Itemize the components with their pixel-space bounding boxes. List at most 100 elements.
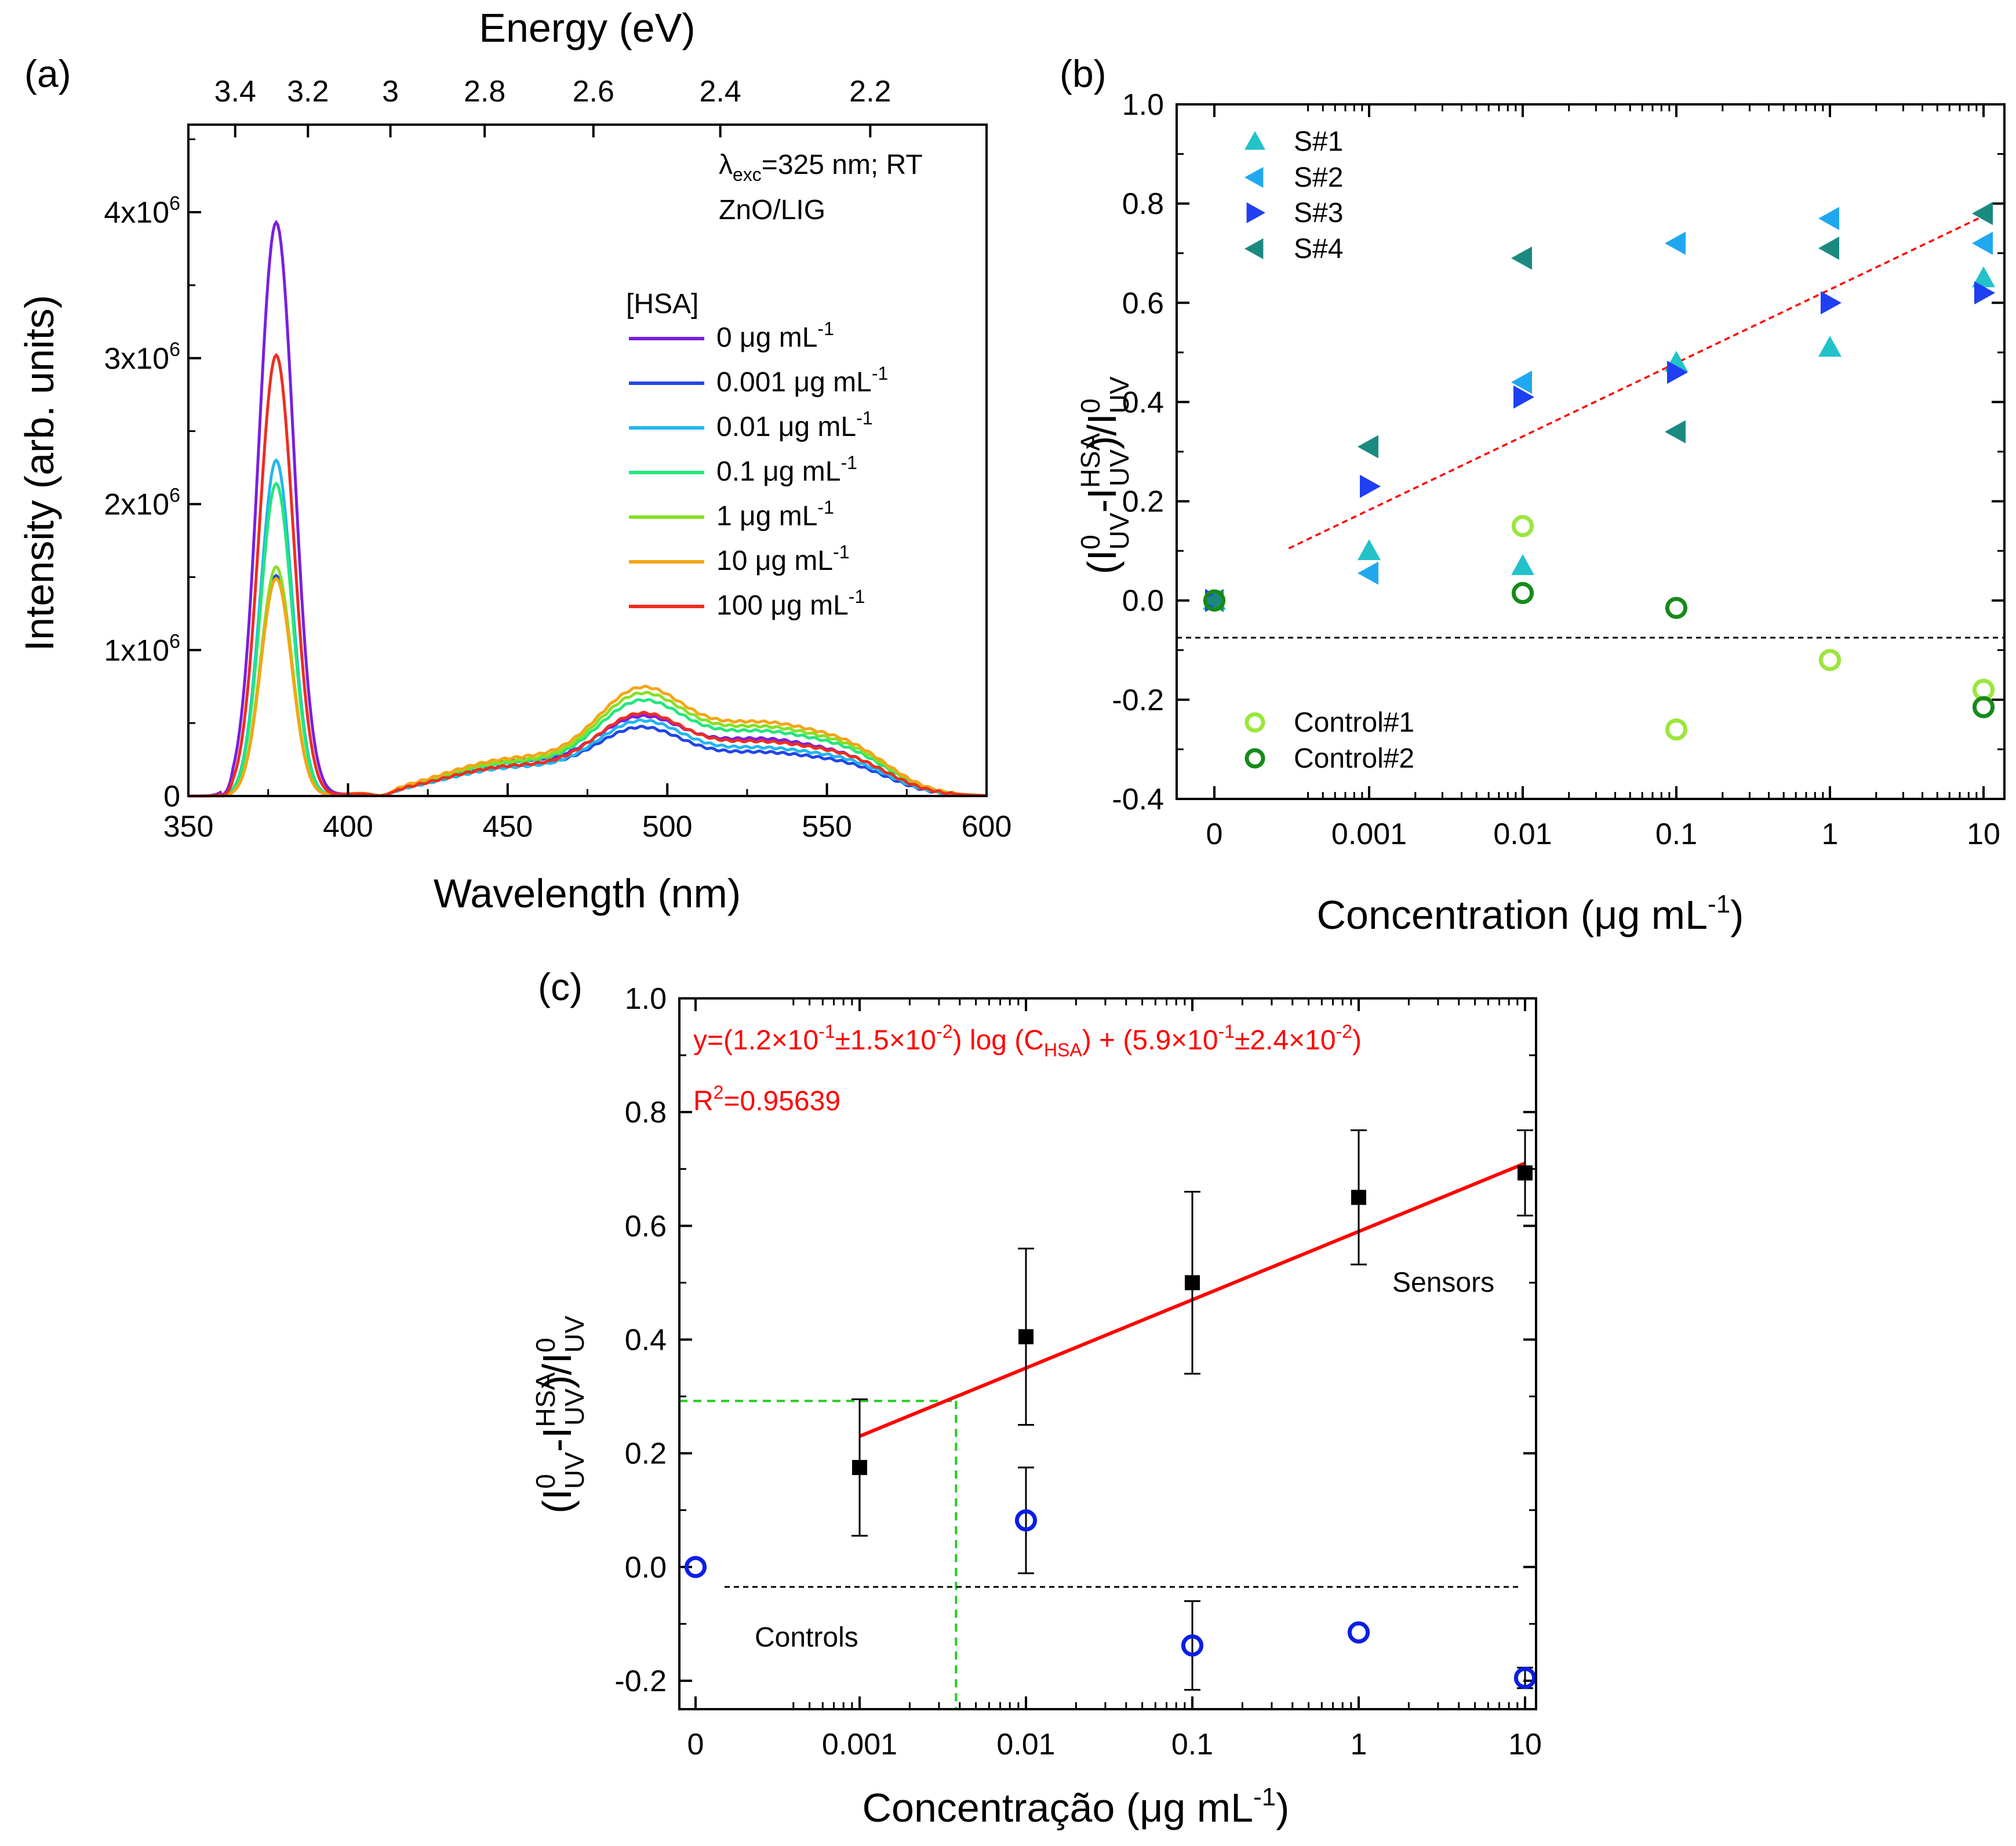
panel-b-point — [1665, 597, 1688, 619]
panel-b-x-tick-label: 10 — [1967, 817, 2000, 851]
panel-c-y-axis-title: (I0UV-IHSAUV)/I0UV — [530, 1316, 589, 1514]
panel-a-y-tick-label: 4x106 — [104, 192, 180, 230]
panel-b: (b) Concentration (μg mL-1) (I0UV-IHSAUV… — [1060, 52, 2006, 937]
panel-b-point — [1203, 589, 1226, 612]
panel-c-control-point — [1181, 1634, 1204, 1657]
panel-b-point — [1511, 246, 1532, 270]
panel-a-legend-label: 10 μg mL-1 — [716, 542, 850, 576]
panel-a-x-tick-label: 600 — [962, 810, 1012, 844]
panel-c-x-axis-title: Concentração (μg mL-1) — [863, 1783, 1290, 1830]
panel-b-point — [1360, 474, 1381, 498]
panel-a-legend-label: 0.01 μg mL-1 — [716, 408, 873, 442]
panel-a-legend-label: 0 μg mL-1 — [716, 318, 834, 353]
panel-b-legend-label: S#3 — [1294, 198, 1343, 228]
panel-b-point — [1818, 206, 1839, 230]
panel-b-y-tick-label: -0.2 — [1112, 684, 1164, 717]
panel-b-y-tick-label: -0.4 — [1112, 783, 1164, 816]
panel-a-top-axis-title: Energy (eV) — [479, 5, 695, 50]
panel-c-fit-equation: y=(1.2×10-1±1.5×10-2) log (CHSA) + (5.9×… — [693, 1021, 1362, 1060]
panel-c-sensor-point — [1018, 1329, 1034, 1344]
panel-a-x-axis-title: Wavelength (nm) — [434, 871, 741, 916]
panel-a-top-tick-label: 3.4 — [214, 75, 256, 108]
panel-b-x-tick-label: 0.1 — [1655, 817, 1697, 851]
panel-c-markers — [684, 1129, 1537, 1691]
panel-b-legend-label: Control#2 — [1294, 743, 1414, 774]
panel-a-sample-annotation: ZnO/LIG — [719, 195, 825, 226]
panel-b-point — [1358, 435, 1378, 459]
panel-b-point — [1511, 370, 1532, 394]
panel-b-legend: S#1 S#2 S#3 S#4 Control#1 Control#2 — [1244, 126, 1414, 774]
panel-a-ticks: 350 400 450 500 550 600 0 1x106 2x106 3x106 4x106 3… — [104, 75, 1011, 844]
panel-c-sensor-point — [1185, 1275, 1200, 1291]
panel-b-lines — [1177, 215, 2004, 639]
panel-b-point — [1513, 385, 1534, 409]
panel-c-controls-label: Controls — [755, 1622, 858, 1653]
panel-a-curves — [188, 220, 987, 798]
panel-a-legend-label: 0.001 μg mL-1 — [716, 363, 888, 398]
panel-a-curve — [188, 576, 987, 798]
panel-b-plot-frame — [1176, 103, 2006, 800]
panel-c-y-tick-label: 0.8 — [625, 1096, 667, 1129]
panel-c-sensor-point — [1518, 1165, 1533, 1181]
panel-c-x-tick-label: 10 — [1508, 1728, 1542, 1761]
panel-b-fit-line — [1288, 215, 1984, 550]
panel-c: (c) Concentração (μg mL-1) (I0UV-IHSAUV)… — [530, 965, 1542, 1830]
panel-b-y-axis-title: (I0UV-IHSAUV)/I0UV — [1075, 376, 1134, 575]
panel-b-x-axis-title: Concentration (μg mL-1) — [1317, 890, 1744, 937]
panel-c-label: (c) — [538, 965, 583, 1008]
panel-a-top-tick-label: 2.4 — [699, 75, 741, 108]
panel-b-legend-marker — [1244, 131, 1265, 150]
panel-b-x-tick-label: 0 — [1206, 817, 1223, 851]
panel-a-legend-title: [HSA] — [626, 289, 698, 319]
panel-a-x-tick-label: 400 — [323, 810, 373, 844]
panel-a-x-tick-label: 450 — [482, 810, 533, 844]
panel-a-y-tick-label: 2x106 — [104, 485, 180, 522]
panel-b-x-tick-label: 0.001 — [1331, 817, 1407, 851]
panel-b-legend-marker — [1244, 712, 1265, 733]
panel-b-point — [1665, 420, 1686, 444]
panel-c-x-tick-label: 0 — [687, 1728, 704, 1761]
svg-text:(I0UV-IHSAUV)/I0UV: (I0UV-IHSAUV)/I0UV — [530, 1316, 589, 1514]
panel-c-control-point — [1014, 1509, 1038, 1532]
panel-a-legend-label: 0.1 μg mL-1 — [716, 452, 857, 487]
panel-a-y-tick-label: 0 — [163, 780, 180, 813]
panel-b-legend-label: Control#1 — [1294, 707, 1414, 738]
panel-b-point — [1974, 281, 1995, 305]
panel-c-control-point — [1347, 1621, 1370, 1644]
panel-b-legend-marker — [1244, 167, 1264, 188]
panel-b-y-tick-label: 0.2 — [1122, 485, 1164, 519]
panel-a-top-tick-label: 3.2 — [287, 75, 329, 108]
panel-a-y-tick-label: 3x106 — [104, 339, 180, 376]
panel-b-point — [1972, 266, 1995, 288]
panel-b-ticks: 0 0.001 0.01 0.1 1 10 -0.4 -0.2 0.0 0.2 0.4 0.6 0.8 1… — [1112, 88, 2004, 851]
panel-a-y-tick-label: 1x106 — [104, 630, 180, 667]
panel-b-legend-label: S#4 — [1294, 234, 1343, 264]
panel-b-label: (b) — [1060, 52, 1107, 95]
panel-a-top-tick-label: 2.6 — [573, 75, 614, 108]
panel-a-x-tick-label: 550 — [802, 810, 852, 844]
panel-c-sensor-point — [852, 1460, 867, 1476]
panel-b-point — [1511, 582, 1534, 604]
panel-a-curve — [188, 458, 987, 798]
panel-b-y-tick-label: 0.6 — [1122, 286, 1164, 320]
panel-b-point — [1665, 718, 1688, 741]
panel-a-label: (a) — [24, 52, 71, 95]
panel-b-markers — [1203, 202, 1995, 741]
panel-b-point — [1972, 696, 1995, 718]
panel-b-point — [1818, 336, 1842, 357]
panel-a-legend-label: 1 μg mL-1 — [716, 497, 834, 532]
panel-a-legend-label: 100 μg mL-1 — [716, 586, 865, 621]
panel-c-control-point — [684, 1556, 707, 1578]
panel-c-sensor-point — [1351, 1190, 1366, 1205]
panel-c-y-tick-label: 0.6 — [625, 1209, 667, 1243]
panel-b-y-tick-label: 0.0 — [1122, 584, 1164, 618]
panel-b-point — [1818, 237, 1839, 260]
panel-b-point — [1665, 231, 1686, 255]
panel-b-point — [1972, 231, 1993, 255]
panel-b-x-tick-label: 1 — [1822, 817, 1839, 851]
panel-b-legend-label: S#1 — [1294, 126, 1343, 157]
panel-b-legend-marker — [1246, 202, 1265, 223]
panel-b-point — [1511, 515, 1534, 537]
panel-b-point — [1358, 561, 1378, 585]
